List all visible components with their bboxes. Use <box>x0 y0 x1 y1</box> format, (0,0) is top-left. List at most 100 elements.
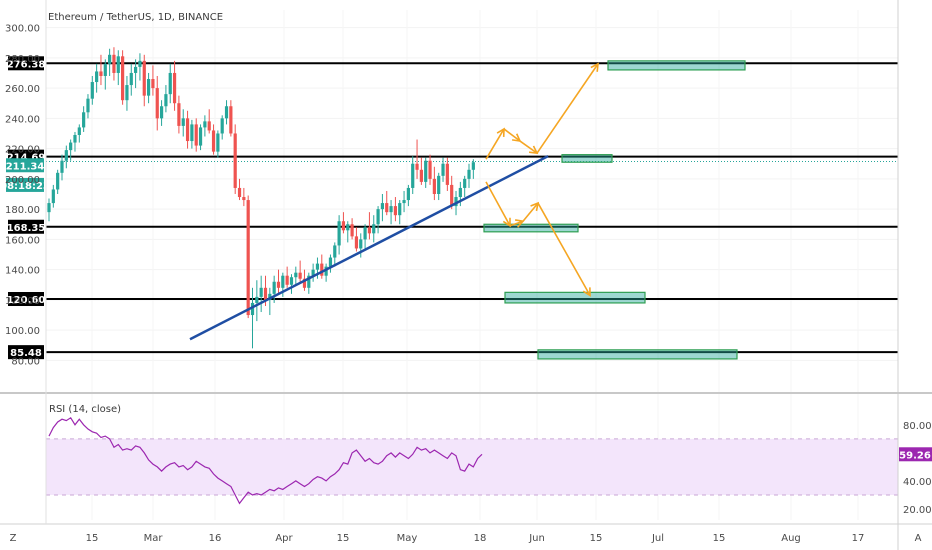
candle-body <box>302 278 307 288</box>
candle-body <box>134 66 138 73</box>
candle-body <box>341 221 346 231</box>
candle-body <box>471 162 475 170</box>
candle-body <box>224 106 229 119</box>
candle-body <box>311 269 315 276</box>
x-tick-label: 15 <box>337 533 350 544</box>
rsi-tick-label: 80.00 <box>903 421 932 432</box>
candle-body <box>60 160 64 173</box>
y-tick-label: 120.00 <box>5 296 40 307</box>
y-tick-label: 180.00 <box>5 205 40 216</box>
candle-body <box>112 54 116 73</box>
candle-body <box>99 71 103 76</box>
y-tick-label: 100.00 <box>5 326 40 337</box>
candle-body <box>346 224 350 231</box>
candle-body <box>64 150 68 161</box>
candle-body <box>155 88 159 119</box>
candle-body <box>380 203 385 210</box>
projection-arrow <box>536 63 599 154</box>
x-tick-label: Jun <box>528 533 545 544</box>
axis-mode-label: A <box>915 533 922 544</box>
candle-body <box>255 296 259 303</box>
rsi-tick-label: 20.00 <box>903 505 932 516</box>
candle-body <box>51 189 55 204</box>
candle-body <box>367 227 372 234</box>
candle-body <box>441 163 445 176</box>
candle-body <box>203 121 207 128</box>
target-box <box>504 291 646 304</box>
candle-body <box>298 272 302 279</box>
candle-body <box>315 263 320 270</box>
rsi-band <box>46 438 898 495</box>
candle-body <box>350 224 354 237</box>
arrow-head <box>590 62 599 72</box>
candle-body <box>47 203 51 213</box>
candle-body <box>376 209 380 225</box>
candle-body <box>411 163 415 188</box>
projection-arrow <box>485 128 505 160</box>
rsi-pane <box>46 416 898 505</box>
candle-body <box>419 169 423 182</box>
candle-body <box>463 178 467 188</box>
y-tick-label: 240.00 <box>5 114 40 125</box>
level-tag <box>8 56 44 71</box>
rsi-value-tag <box>899 447 932 462</box>
candle-body <box>229 106 233 134</box>
target-box <box>561 154 613 163</box>
candle-body <box>437 175 441 194</box>
annotations <box>189 60 746 360</box>
level-tag-label: 85.48 <box>10 348 42 359</box>
projection-arrow <box>509 220 524 227</box>
candle-body <box>250 302 255 316</box>
candle-body <box>190 124 194 142</box>
candle-body <box>432 178 436 194</box>
candle-body <box>445 163 449 185</box>
rsi-tick-label: 40.00 <box>903 477 932 488</box>
candle-body <box>194 124 198 146</box>
candle-body <box>458 187 462 198</box>
candle-body <box>198 127 203 146</box>
candle-body <box>289 277 294 285</box>
projection-arrow <box>537 202 591 296</box>
price-tag-label: 08:18:23 <box>0 181 50 192</box>
candle-body <box>324 266 328 276</box>
candle-body <box>276 281 281 288</box>
candle-body <box>246 200 250 316</box>
candle-body <box>333 245 337 258</box>
candle-body <box>285 275 289 285</box>
rsi-value-label: 59.26 <box>899 450 931 461</box>
y-tick-label: 160.00 <box>5 235 40 246</box>
candle-body <box>354 236 359 249</box>
candle-body <box>307 275 311 288</box>
x-tick-label: 17 <box>852 533 865 544</box>
candle-body <box>281 275 285 288</box>
candle-body <box>116 56 120 73</box>
x-tick-label: 15 <box>86 533 99 544</box>
candle-body <box>263 287 268 300</box>
candle-body <box>69 142 73 151</box>
candle-body <box>237 187 242 198</box>
candle-body <box>151 79 155 89</box>
x-tick-label: 18 <box>474 533 487 544</box>
candle-body <box>216 133 220 152</box>
y-tick-label: 280.00 <box>5 54 40 65</box>
candle-body <box>56 172 60 190</box>
candle-body <box>207 121 211 131</box>
candle-body <box>406 187 410 201</box>
candle-body <box>211 130 216 152</box>
projection-arrow <box>503 128 521 142</box>
rsi-line <box>48 416 483 505</box>
x-tick-label: 15 <box>713 533 726 544</box>
candle-body <box>359 239 363 249</box>
candle-body <box>138 60 142 67</box>
x-tick-label: Aug <box>781 533 801 544</box>
level-tag-label: 120.60 <box>7 295 46 306</box>
x-tick-label: May <box>397 533 418 544</box>
level-tag <box>8 292 44 307</box>
candle-body <box>424 160 428 182</box>
candle-body <box>450 184 454 207</box>
candle-body <box>103 63 107 76</box>
candle-body <box>168 72 172 95</box>
candle-body <box>328 257 333 267</box>
candle-body <box>415 163 419 170</box>
